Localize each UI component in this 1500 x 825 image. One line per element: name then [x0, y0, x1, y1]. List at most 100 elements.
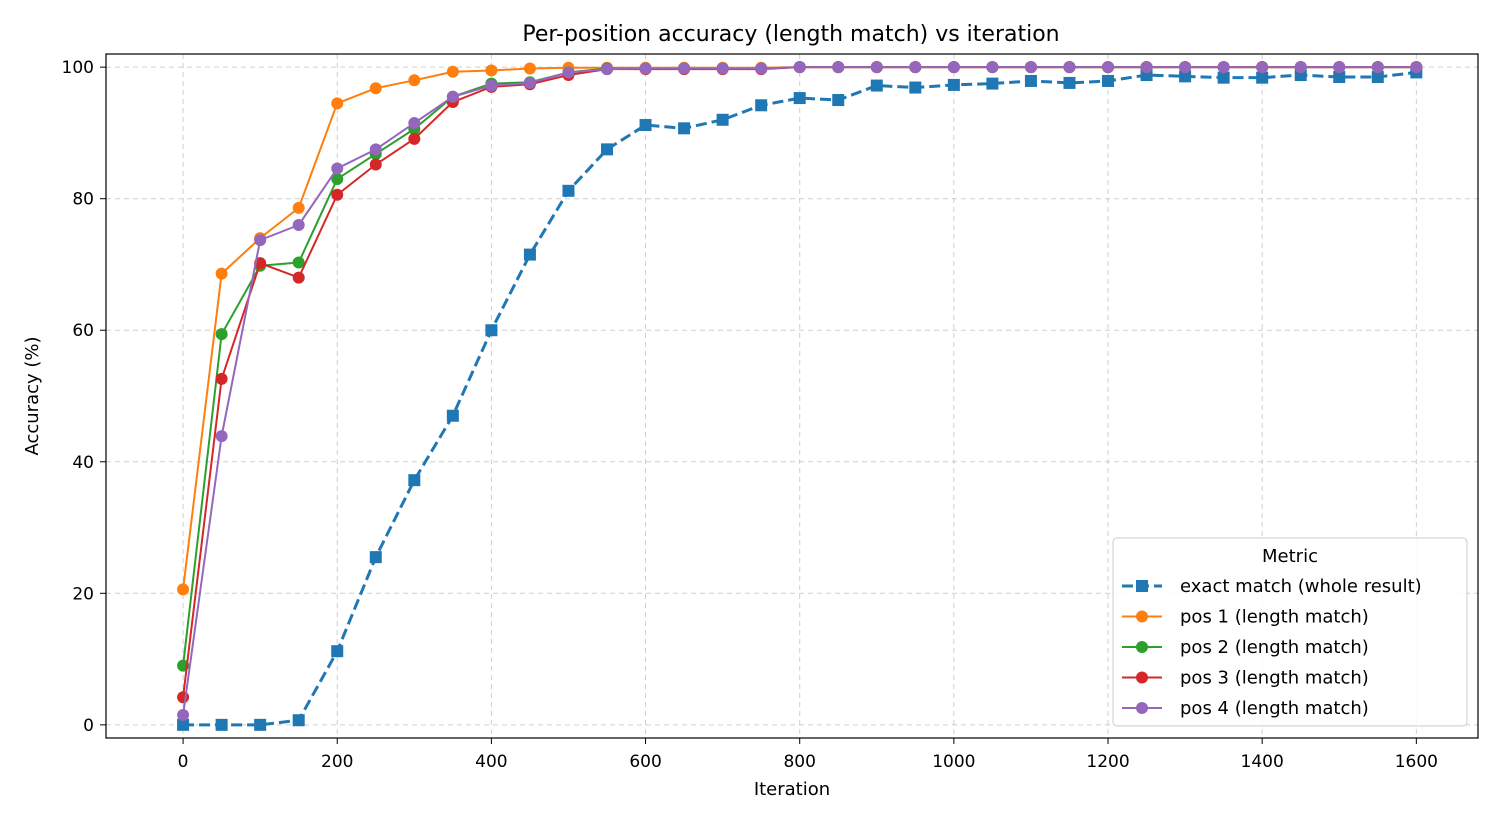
legend-item: exact match (whole result) — [1122, 576, 1422, 597]
series-1 — [177, 66, 1423, 731]
x-tick-label: 1000 — [932, 752, 975, 772]
data-point-square — [678, 122, 691, 135]
data-point-square — [562, 184, 575, 197]
x-tick-label: 1200 — [1086, 752, 1129, 772]
data-point-circle — [523, 62, 536, 75]
data-point-square — [1179, 70, 1192, 83]
data-point-square — [1102, 74, 1115, 87]
data-point-square — [870, 79, 883, 92]
data-point-square — [292, 714, 305, 727]
data-point-circle — [292, 219, 305, 231]
legend-label: pos 2 (length match) — [1180, 637, 1369, 658]
data-point-circle — [909, 61, 922, 74]
plot-area-frame — [105, 53, 1479, 739]
data-point-circle — [215, 328, 228, 341]
data-point-square — [986, 77, 999, 90]
y-axis: 0 20 40 60 80 100 — [62, 58, 106, 736]
data-point-circle — [1217, 61, 1230, 74]
data-point-square — [832, 94, 845, 107]
x-tick-label: 400 — [475, 752, 507, 772]
data-point-square — [793, 92, 806, 105]
legend-item: pos 3 (length match) — [1122, 668, 1369, 689]
legend-item: pos 1 (length match) — [1122, 607, 1369, 628]
data-point-square — [369, 551, 382, 564]
data-point-circle — [292, 201, 305, 214]
data-point-circle — [369, 143, 382, 156]
legend-marker-circle — [1136, 610, 1148, 623]
data-point-circle — [215, 267, 228, 280]
data-point-circle — [639, 62, 652, 75]
data-point-circle — [832, 61, 845, 74]
data-point-circle — [1371, 61, 1384, 74]
data-point-circle — [523, 76, 536, 89]
data-point-circle — [1063, 61, 1076, 74]
data-point-circle — [331, 172, 344, 185]
data-point-circle — [331, 97, 344, 110]
data-point-circle — [678, 62, 691, 75]
data-point-circle — [601, 63, 614, 76]
data-point-square — [601, 143, 614, 156]
data-point-square — [1333, 71, 1346, 84]
data-point-circle — [1294, 61, 1307, 74]
data-point-square — [755, 99, 768, 112]
data-point-circle — [1102, 61, 1115, 74]
data-point-circle — [947, 61, 960, 74]
series-layer — [177, 61, 1423, 731]
data-point-circle — [1256, 61, 1269, 74]
x-axis-label: Iteration — [754, 779, 830, 800]
data-point-circle — [215, 372, 228, 385]
data-point-square — [1371, 71, 1384, 84]
series-5 — [177, 61, 1423, 721]
data-point-square — [639, 119, 652, 132]
data-point-square — [1256, 71, 1269, 84]
legend-label: exact match (whole result) — [1180, 576, 1422, 597]
legend-title: Metric — [1262, 546, 1318, 567]
data-point-circle — [369, 82, 382, 95]
legend-items: exact match (whole result) pos 1 (length … — [1122, 576, 1422, 719]
data-point-circle — [446, 90, 459, 103]
y-tick-label: 40 — [72, 453, 94, 473]
data-point-circle — [408, 74, 421, 87]
data-point-square — [485, 324, 498, 337]
legend-marker-circle — [1136, 641, 1148, 653]
data-point-circle — [331, 188, 344, 201]
data-point-square — [215, 718, 228, 731]
data-point-square — [254, 718, 267, 731]
data-point-circle — [1140, 61, 1153, 74]
y-axis-label: Accuracy (%) — [22, 336, 43, 455]
data-point-square — [523, 248, 536, 261]
legend-marker-circle — [1136, 702, 1148, 714]
y-tick-label: 20 — [72, 584, 94, 604]
data-point-square — [716, 113, 729, 126]
data-point-square — [177, 718, 190, 731]
data-point-square — [408, 474, 421, 487]
data-point-square — [1063, 76, 1076, 89]
data-point-circle — [1410, 61, 1423, 74]
data-point-circle — [177, 583, 190, 596]
data-point-circle — [254, 234, 267, 247]
data-point-circle — [215, 430, 228, 443]
data-point-circle — [292, 271, 305, 284]
data-point-circle — [793, 61, 806, 74]
data-point-circle — [986, 61, 999, 74]
x-axis: 0 200 400 600 800 1000 1200 1400 1600 — [178, 738, 1438, 772]
x-tick-label: 600 — [629, 752, 661, 772]
data-point-circle — [1179, 61, 1192, 74]
x-tick-label: 200 — [321, 752, 353, 772]
data-point-circle — [870, 61, 883, 74]
data-point-circle — [755, 62, 768, 75]
x-tick-label: 800 — [783, 752, 815, 772]
data-point-square — [947, 78, 960, 91]
legend-box — [1112, 537, 1468, 727]
legend: Metric exact match (whole result) pos 1 (… — [1112, 537, 1468, 727]
data-point-square — [1217, 71, 1230, 84]
y-tick-label: 80 — [72, 190, 94, 210]
data-point-circle — [716, 62, 729, 75]
legend-label: pos 3 (length match) — [1180, 668, 1369, 689]
y-tick-label: 0 — [83, 716, 94, 736]
data-point-circle — [1333, 61, 1346, 74]
data-point-square — [331, 645, 344, 658]
data-point-circle — [177, 691, 190, 704]
data-point-square — [446, 409, 459, 422]
data-point-square — [1024, 74, 1037, 87]
